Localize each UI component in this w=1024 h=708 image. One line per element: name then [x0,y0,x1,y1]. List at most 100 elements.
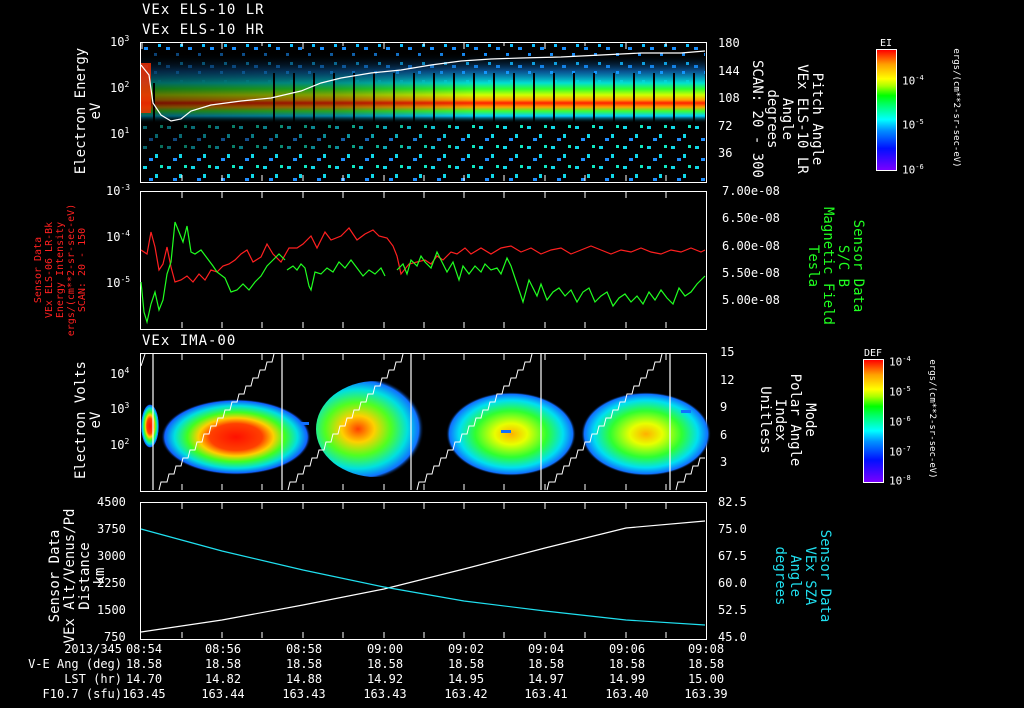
ve-ang-value: 18.58 [527,657,565,671]
f107-value: 163.42 [444,687,488,701]
panel3-colorbar [863,359,884,483]
panel3-ylabel: Electron Volts eV [73,361,104,480]
panel3-ytick: 104 [110,366,130,381]
lst-value: 14.82 [204,672,242,686]
panel4-ytick: 1500 [97,603,126,617]
panel4-right-tick: 52.5 [718,603,747,617]
ve-ang-value: 18.58 [366,657,404,671]
panel3-colorbar-units: ergs/(cm**2-sr-sec-eV) [927,359,937,479]
panel4-ytick: 750 [104,630,126,644]
panel4-right-tick: 67.5 [718,549,747,563]
panel2-right-tick: 6.50e-08 [722,211,780,225]
panel4-lines [140,503,706,638]
panel4-right-tick: 60.0 [718,576,747,590]
altitude-line [140,520,706,633]
panel1-ytick: 101 [110,126,130,141]
panel4-right-label: Sensor Data VEx SZA Angle degrees [772,529,833,623]
panel2-right-tick: 5.50e-08 [722,266,780,280]
lst-value: 14.70 [125,672,163,686]
panel3-title: VEx IMA-00 [142,333,237,349]
panel1-spectrogram [140,43,706,181]
panel1-right-tick: 108 [718,91,740,105]
panel2-right-tick: 7.00e-08 [722,184,780,198]
f107-value: 163.41 [524,687,568,701]
ve-ang-value: 18.58 [125,657,163,671]
panel1-right-tick: 36 [718,146,733,160]
panel4-plot-frame [140,502,707,640]
panel1-colorbar-units: ergs/(cm**2-sr-sec-eV) [951,48,961,168]
panel1-ylabel: Electron Energy eV [73,47,104,175]
lst-value: 14.95 [447,672,485,686]
ve-ang-value: 18.58 [447,657,485,671]
colorbar-tick: 10-4 [902,74,924,88]
f107-value: 163.43 [363,687,407,701]
colorbar-tick: 10-4 [889,355,911,369]
panel1-xticks [141,43,667,181]
time-tick: 09:04 [527,642,565,656]
magnetic-field-line [140,221,286,325]
panel2-right-tick: 6.00e-08 [722,239,780,253]
colorbar-tick: 10-8 [889,474,911,488]
panel3-right-tick: 12 [720,373,735,387]
ve-ang-value: 18.58 [608,657,646,671]
colorbar-tick: 10-6 [902,163,924,177]
panel1-right-tick: 144 [718,64,740,78]
panel1-right-label: Pitch Angle VEx ELS-10 LR Angle degrees … [749,59,825,178]
time-tick: 09:06 [608,642,646,656]
panel3-ytick: 102 [110,437,130,452]
panel3-ytick: 103 [110,401,130,416]
panel2-ytick: 10-5 [106,275,131,290]
panel2-right-tick: 5.00e-08 [722,293,780,307]
time-tick: 08:54 [125,642,163,656]
footer-f107-label: F10.7 (sfu) [42,687,122,701]
panel3-right-tick: 6 [720,428,728,442]
panel3-plot-frame [140,353,711,492]
energy-intensity-line [140,227,706,283]
panel4-ytick: 2250 [97,576,126,590]
panel2-right-label: Sensor Data S/C B Magnetic Field Tesla [805,206,866,325]
ve-ang-value: 18.58 [687,657,725,671]
f107-value: 163.44 [201,687,245,701]
panel3-right-tick: 9 [720,400,728,414]
panel4-ytick: 4500 [97,495,126,509]
f107-value: 163.40 [605,687,649,701]
panel2-plot-frame [140,191,707,330]
polar-angle-staircase [140,353,705,491]
time-tick: 09:02 [447,642,485,656]
panel3-right-tick: 15 [720,345,735,359]
colorbar-tick: 10-6 [889,415,911,429]
panel3-right-tick: 3 [720,455,728,469]
panel4-right-tick: 75.0 [718,522,747,536]
panel1-ytick: 102 [110,80,130,95]
panel2-ytick: 10-4 [106,229,131,244]
lst-value: 14.88 [285,672,323,686]
panel2-ytick: 10-3 [106,183,131,198]
sza-line [140,528,706,626]
panel4-right-tick: 82.5 [718,495,747,509]
panel1-title-lr: VEx ELS-10 LR [142,2,265,18]
panel2-lines [140,192,706,328]
lst-value: 14.99 [608,672,646,686]
footer-ve-ang-label: V-E Ang (deg) [28,657,122,671]
lst-value: 15.00 [687,672,725,686]
colorbar-tick: 10-5 [902,118,924,132]
colorbar-tick: 10-7 [889,445,911,459]
panel4-right-tick: 45.0 [718,630,747,644]
ve-ang-value: 18.58 [204,657,242,671]
panel3-colorbar-title: DEF [864,348,883,359]
footer-lst-label: LST (hr) [64,672,122,686]
f107-value: 163.39 [684,687,728,701]
footer-date-label: 2013/345 [64,642,122,656]
panel1-right-tick: 180 [718,36,740,50]
scan-gaps [153,73,695,123]
f107-value: 163.45 [122,687,166,701]
ve-ang-value: 18.58 [285,657,323,671]
panel1-right-tick: 72 [718,119,733,133]
panel1-colorbar-title: EI [880,38,893,49]
panel1-colorbar [876,49,897,171]
panel4-ytick: 3000 [97,549,126,563]
panel3-spectrogram [140,353,711,491]
lst-value: 14.97 [527,672,565,686]
f107-value: 163.43 [282,687,326,701]
time-tick: 08:58 [285,642,323,656]
